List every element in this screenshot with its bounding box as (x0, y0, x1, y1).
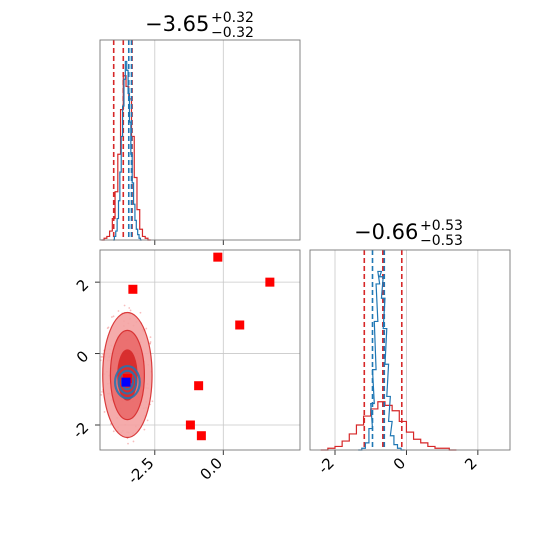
sample-point (149, 336, 152, 339)
histogram-param-1 (99, 39, 301, 245)
title-param-2-plus: +0.53 (420, 218, 463, 234)
title-param-1: −3.65 +0.32 −0.32 (145, 10, 254, 41)
red-square-marker (128, 284, 138, 294)
sample-point (103, 411, 106, 413)
red-square-marker (265, 277, 275, 287)
sample-point (128, 307, 131, 309)
blue-square-marker (121, 377, 131, 387)
red-square-marker (196, 431, 206, 441)
tick-label-x: 0 (390, 454, 409, 473)
tick-label-y: -2 (69, 419, 92, 442)
sample-point (101, 390, 104, 393)
panel-frame (99, 249, 301, 451)
sample-point (145, 327, 148, 330)
title-param-1-plus: +0.32 (211, 10, 254, 26)
tick-label-x: 0.0 (197, 454, 227, 484)
sample-point (149, 341, 152, 343)
tick-label-y: 0 (73, 347, 92, 366)
blue-contour (113, 364, 141, 400)
sample-point (112, 430, 115, 433)
red-square-marker (194, 381, 204, 391)
histogram-step-line (113, 60, 142, 241)
sample-point (143, 428, 146, 431)
sample-point (139, 311, 142, 314)
histogram-step-line (358, 270, 405, 451)
blue-contour (117, 369, 138, 395)
panel-frame (99, 39, 301, 241)
sample-point (117, 310, 120, 312)
histogram-param-2: -2 0 2 (309, 249, 511, 477)
red-square-marker (213, 252, 223, 262)
title-param-2-value: −0.66 (354, 220, 418, 244)
tick-label-x: -2.5 (124, 454, 157, 487)
scatter-param-1-vs-2: -2.5 0.0 -2 0 2 (69, 249, 301, 488)
red-square-marker (185, 420, 195, 430)
sample-point (127, 442, 129, 445)
histogram-step-line (320, 401, 457, 451)
sample-point (149, 342, 152, 345)
sample-point (112, 315, 115, 318)
title-param-1-minus: −0.32 (211, 25, 254, 41)
sample-point (146, 419, 149, 422)
title-param-2-minus: −0.53 (420, 233, 463, 249)
red-square-marker (235, 320, 245, 330)
title-param-1-value: −3.65 (145, 12, 209, 36)
tick-label-x: 2 (461, 454, 480, 473)
sample-point (129, 309, 132, 312)
histogram-step-line (101, 75, 151, 241)
panel-frame (309, 249, 511, 451)
sample-point (151, 400, 154, 403)
sample-point (132, 440, 135, 443)
sample-point (107, 326, 110, 329)
sample-point (100, 355, 103, 358)
sample-point (123, 304, 126, 307)
tick-label-x: -2 (315, 454, 338, 477)
title-param-2: −0.66 +0.53 −0.53 (354, 218, 463, 249)
tick-label-y: 2 (73, 276, 92, 295)
sample-point (111, 316, 113, 318)
sample-point (100, 393, 103, 396)
